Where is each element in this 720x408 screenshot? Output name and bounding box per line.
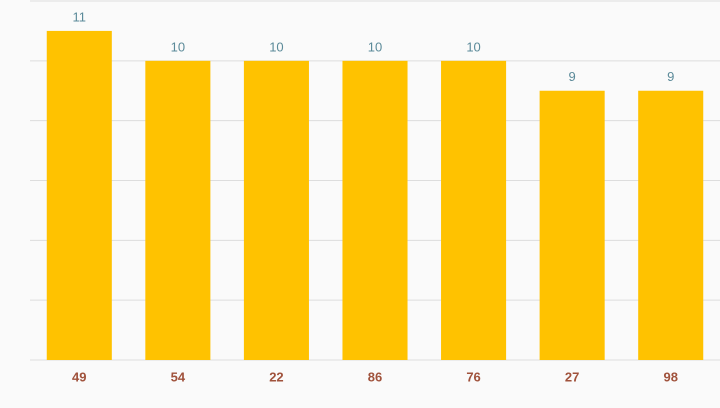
bar bbox=[539, 90, 605, 360]
x-tick-label: 22 bbox=[269, 369, 283, 384]
bar bbox=[342, 60, 408, 360]
value-label: 11 bbox=[73, 9, 87, 24]
x-tick-label: 49 bbox=[72, 369, 86, 384]
bar bbox=[243, 60, 309, 360]
bar bbox=[46, 30, 112, 361]
value-label: 10 bbox=[269, 39, 283, 54]
x-tick-label: 76 bbox=[466, 369, 480, 384]
value-label: 9 bbox=[667, 69, 674, 84]
value-label: 9 bbox=[569, 69, 576, 84]
x-tick-label: 98 bbox=[663, 369, 677, 384]
x-tick-label: 86 bbox=[368, 369, 382, 384]
bar bbox=[145, 60, 211, 360]
bar bbox=[638, 90, 704, 360]
x-tick-label: 27 bbox=[565, 369, 579, 384]
x-tick-label: 54 bbox=[171, 369, 186, 384]
value-label: 10 bbox=[171, 39, 185, 54]
value-label: 10 bbox=[368, 39, 382, 54]
bar bbox=[441, 60, 507, 360]
value-label: 10 bbox=[466, 39, 480, 54]
